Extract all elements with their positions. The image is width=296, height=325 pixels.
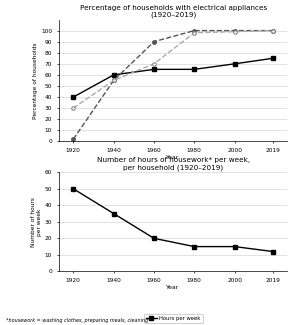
Title: Number of hours of housework* per week,
per household (1920–2019): Number of hours of housework* per week, … — [96, 158, 250, 171]
Y-axis label: Percentage of households: Percentage of households — [33, 42, 38, 119]
X-axis label: Year: Year — [166, 285, 180, 290]
Legend: Hours per week: Hours per week — [144, 314, 203, 323]
X-axis label: Year: Year — [166, 155, 180, 160]
Text: *housework = washing clothes, preparing meals, cleaning: *housework = washing clothes, preparing … — [6, 318, 148, 323]
Y-axis label: Number of hours
per week: Number of hours per week — [31, 197, 42, 247]
Legend: Washing machine, Refrigerator, Vacuum cleaner: Washing machine, Refrigerator, Vacuum cl… — [86, 183, 260, 192]
Title: Percentage of households with electrical appliances
(1920–2019): Percentage of households with electrical… — [80, 5, 267, 18]
